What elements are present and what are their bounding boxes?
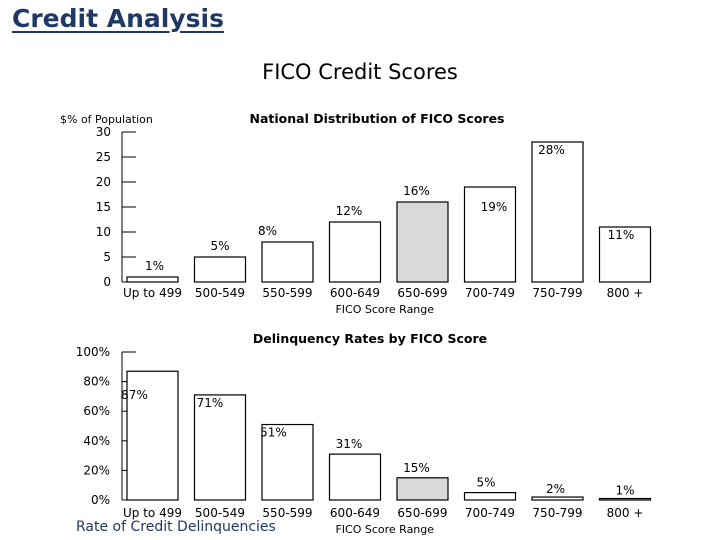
- y-tick-label: 30: [96, 125, 111, 139]
- bar: [463, 186, 517, 283]
- y-tick-label: 0%: [91, 493, 110, 507]
- chart-title: Delinquency Rates by FICO Score: [253, 331, 487, 346]
- bar: [261, 241, 314, 283]
- bar: [396, 201, 449, 283]
- page-subtitle: FICO Credit Scores: [262, 60, 458, 84]
- data-label: 71%: [197, 396, 224, 410]
- x-tick-label: 550-599: [262, 506, 312, 520]
- bar: [531, 141, 584, 283]
- x-tick-label: 650-699: [397, 506, 447, 520]
- x-tick-label: 600-649: [330, 506, 380, 520]
- x-tick-label: 750-799: [532, 286, 582, 300]
- x-axis-title: FICO Score Range: [335, 303, 434, 316]
- bar: [328, 221, 382, 283]
- bar: [328, 453, 382, 501]
- bar: [598, 497, 652, 501]
- data-label: 87%: [121, 388, 148, 402]
- y-tick-label: 40%: [83, 434, 110, 448]
- y-tick-label: 25: [96, 150, 111, 164]
- x-tick-label: 700-749: [465, 286, 515, 300]
- x-tick-label: 800 +: [607, 506, 644, 520]
- x-tick-label: 550-599: [262, 286, 312, 300]
- data-label: 11%: [608, 228, 635, 242]
- bar: [126, 276, 179, 283]
- x-tick-label: 700-749: [465, 506, 515, 520]
- data-label: 1%: [145, 259, 164, 273]
- data-label: 8%: [258, 224, 277, 238]
- data-label: 12%: [336, 204, 363, 218]
- data-label: 51%: [260, 426, 287, 440]
- data-label: 5%: [476, 476, 495, 490]
- data-label: 31%: [336, 437, 363, 451]
- x-tick-label: 650-699: [397, 286, 447, 300]
- page-title: Credit Analysis: [12, 4, 224, 33]
- y-tick-label: 20%: [83, 463, 110, 477]
- y-tick-label: 60%: [83, 404, 110, 418]
- bar: [598, 226, 652, 283]
- x-tick-label: 500-549: [195, 286, 245, 300]
- delinquency-rate-label: Rate of Credit Delinquencies: [76, 519, 276, 535]
- bar: [261, 423, 314, 501]
- y-tick-label: 0: [103, 275, 111, 289]
- y-axis-title: $% of Population: [60, 113, 153, 126]
- x-tick-label: Up to 499: [123, 286, 182, 300]
- bar: [126, 370, 179, 501]
- bar: [463, 492, 517, 501]
- x-tick-label: 800 +: [607, 286, 644, 300]
- distribution-chart: National Distribution of FICO Scores $% o…: [60, 111, 652, 316]
- chart-title: National Distribution of FICO Scores: [250, 111, 505, 126]
- y-tick-label: 20: [96, 175, 111, 189]
- data-label: 16%: [403, 184, 430, 198]
- bar: [531, 496, 584, 501]
- y-tick-label: 5: [103, 250, 111, 264]
- delinquency-chart: Delinquency Rates by FICO Score 0% 20% 40% 6…: [76, 331, 652, 536]
- x-tick-label: 750-799: [532, 506, 582, 520]
- y-tick-label: 10: [96, 225, 111, 239]
- bar: [193, 256, 247, 283]
- bar: [193, 394, 247, 501]
- x-tick-label: 500-549: [195, 506, 245, 520]
- data-label: 15%: [403, 461, 430, 475]
- bar: [396, 477, 449, 501]
- x-axis-title: FICO Score Range: [335, 523, 434, 536]
- x-tick-label: 600-649: [330, 286, 380, 300]
- y-tick-label: 100%: [76, 345, 110, 359]
- data-label: 1%: [615, 484, 634, 498]
- x-tick-label: Up to 499: [123, 506, 182, 520]
- data-label: 2%: [546, 482, 565, 496]
- data-label: 19%: [481, 200, 508, 214]
- data-label: 28%: [538, 143, 565, 157]
- y-tick-label: 15: [96, 200, 111, 214]
- y-tick-label: 80%: [83, 375, 110, 389]
- data-label: 5%: [210, 239, 229, 253]
